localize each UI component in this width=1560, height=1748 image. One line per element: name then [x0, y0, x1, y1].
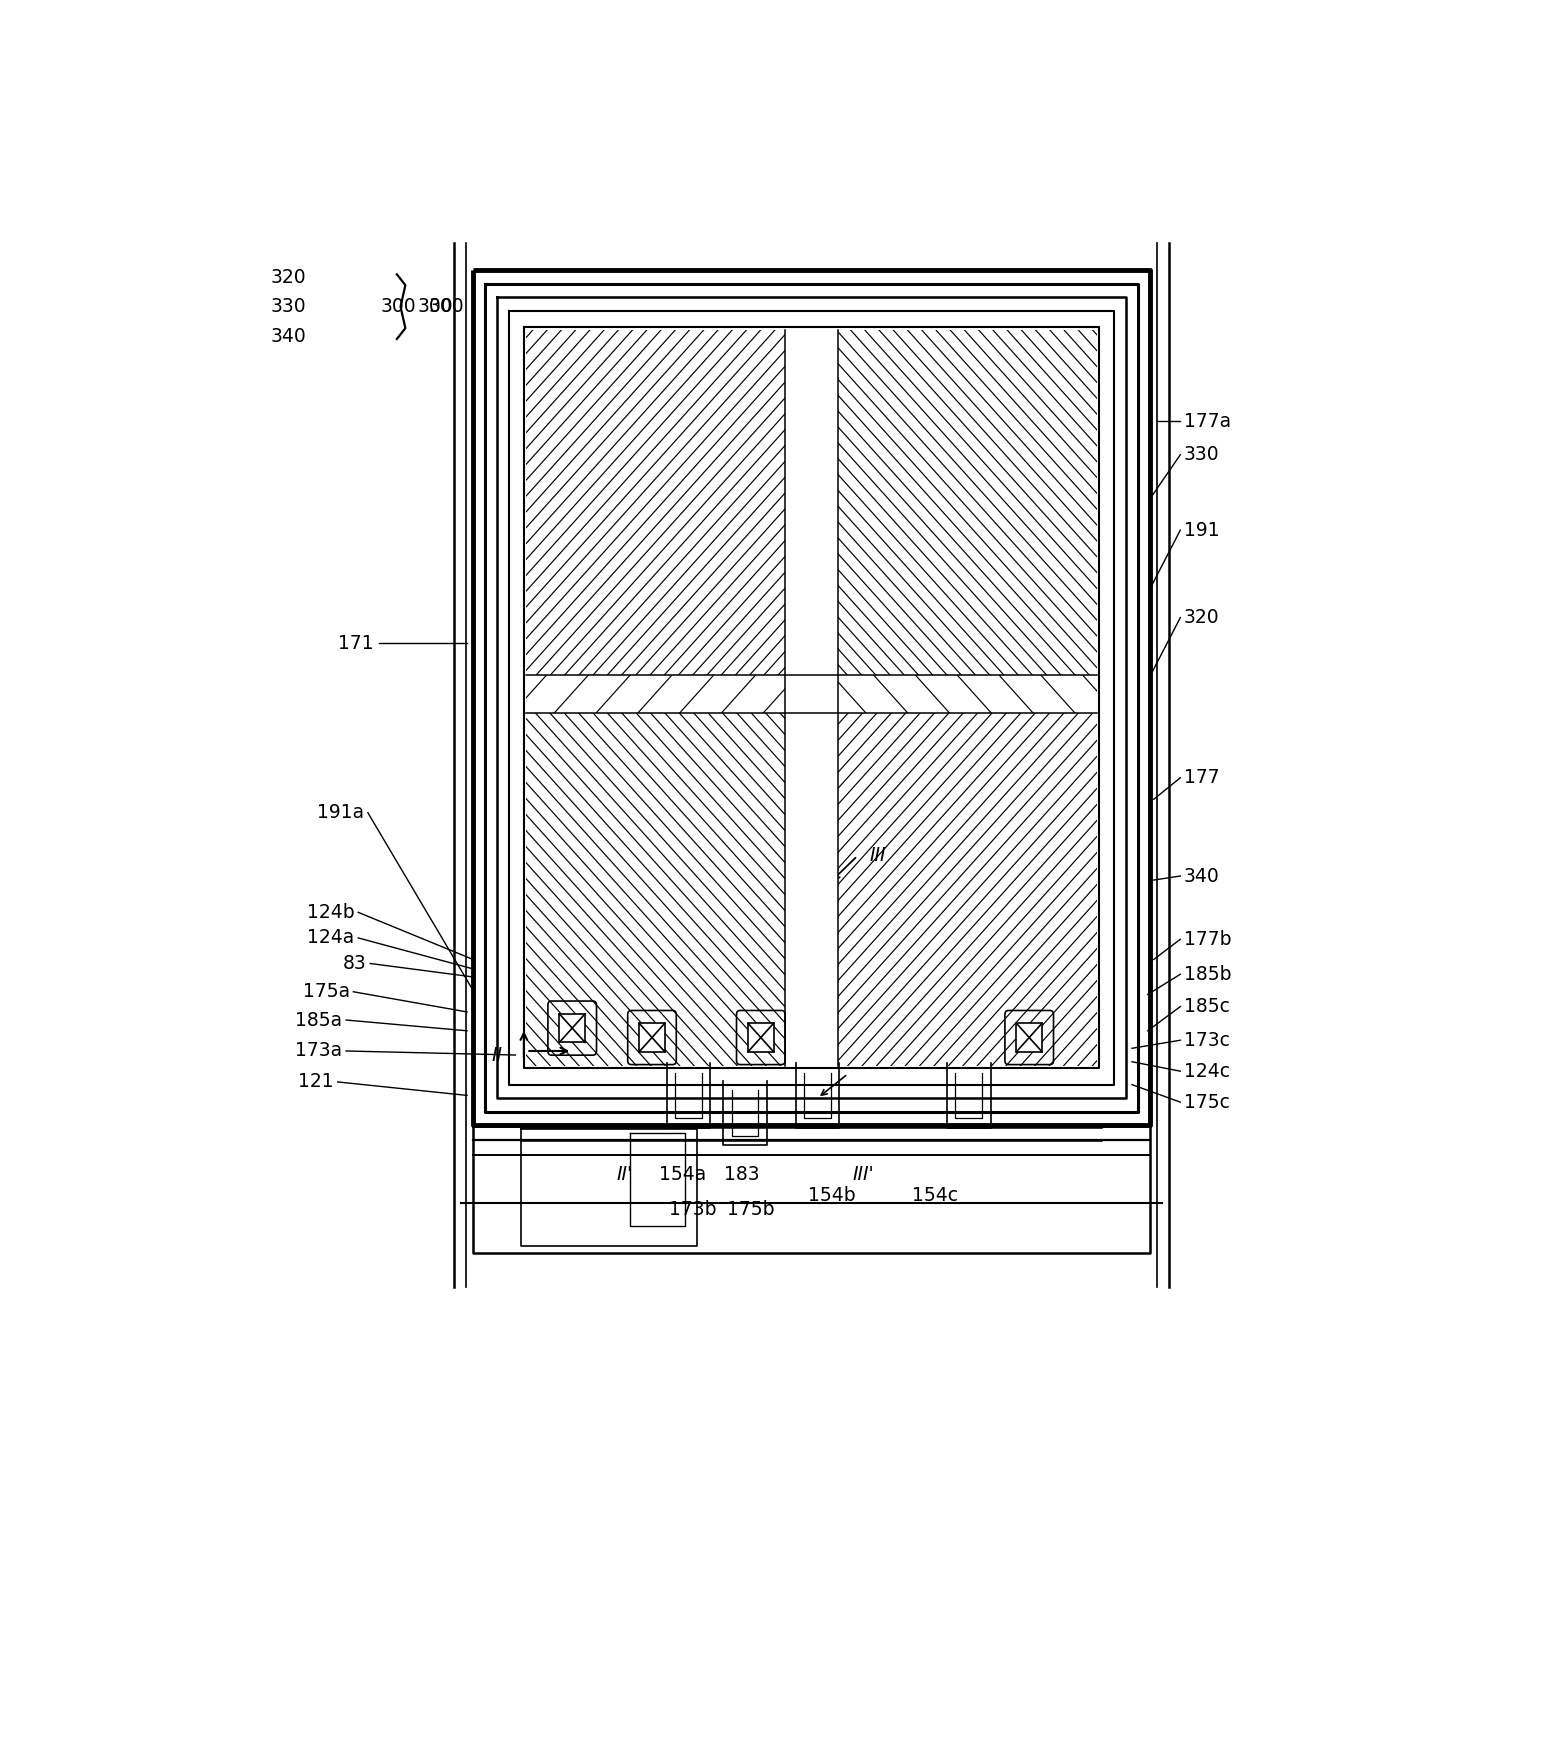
Text: 154a: 154a [658, 1166, 705, 1185]
Text: 175b: 175b [727, 1201, 775, 1220]
Text: 191a: 191a [317, 804, 363, 822]
Text: III: III [869, 846, 886, 865]
Text: 300: 300 [418, 297, 452, 316]
Text: 154c: 154c [913, 1185, 958, 1204]
Bar [640, 1023, 665, 1052]
Text: 340: 340 [1184, 867, 1220, 886]
Bar [785, 330, 838, 1066]
Text: 330: 330 [1184, 446, 1220, 465]
Text: II': II' [616, 1166, 632, 1185]
Text: 177a: 177a [1184, 411, 1231, 430]
Text: 171: 171 [339, 635, 374, 652]
Text: 83: 83 [343, 954, 367, 974]
Bar [526, 675, 785, 713]
Text: 185a: 185a [295, 1010, 343, 1030]
Text: 320: 320 [270, 267, 306, 287]
Text: 173b: 173b [669, 1201, 718, 1220]
Text: III': III' [853, 1166, 875, 1185]
Bar [838, 675, 1097, 713]
Text: 300: 300 [381, 297, 417, 316]
Text: 124b: 124b [307, 904, 354, 921]
Text: 185b: 185b [1184, 965, 1231, 984]
Bar [838, 713, 1097, 1066]
Text: 173a: 173a [295, 1042, 343, 1061]
Bar [1017, 1023, 1042, 1052]
Bar [560, 1014, 585, 1042]
Text: 320: 320 [1184, 608, 1220, 628]
Text: 300: 300 [429, 297, 463, 316]
Text: 183: 183 [724, 1166, 760, 1185]
Text: 121: 121 [298, 1073, 334, 1091]
Text: 173c: 173c [1184, 1031, 1229, 1051]
Text: 175c: 175c [1184, 1092, 1229, 1112]
Text: 330: 330 [270, 297, 306, 316]
Bar [838, 330, 1097, 675]
Bar [747, 1023, 774, 1052]
Text: 177: 177 [1184, 769, 1220, 787]
Bar [526, 713, 785, 1066]
Text: 124a: 124a [307, 928, 354, 947]
Bar [526, 675, 1097, 713]
Bar [526, 330, 785, 675]
Text: 191: 191 [1184, 521, 1220, 540]
Text: II: II [491, 1045, 502, 1065]
Text: 175a: 175a [303, 982, 349, 1002]
Text: 340: 340 [270, 327, 306, 346]
Text: 154b: 154b [808, 1185, 856, 1204]
Text: 177b: 177b [1184, 930, 1231, 949]
Text: 124c: 124c [1184, 1061, 1229, 1080]
Text: 185c: 185c [1184, 996, 1229, 1016]
